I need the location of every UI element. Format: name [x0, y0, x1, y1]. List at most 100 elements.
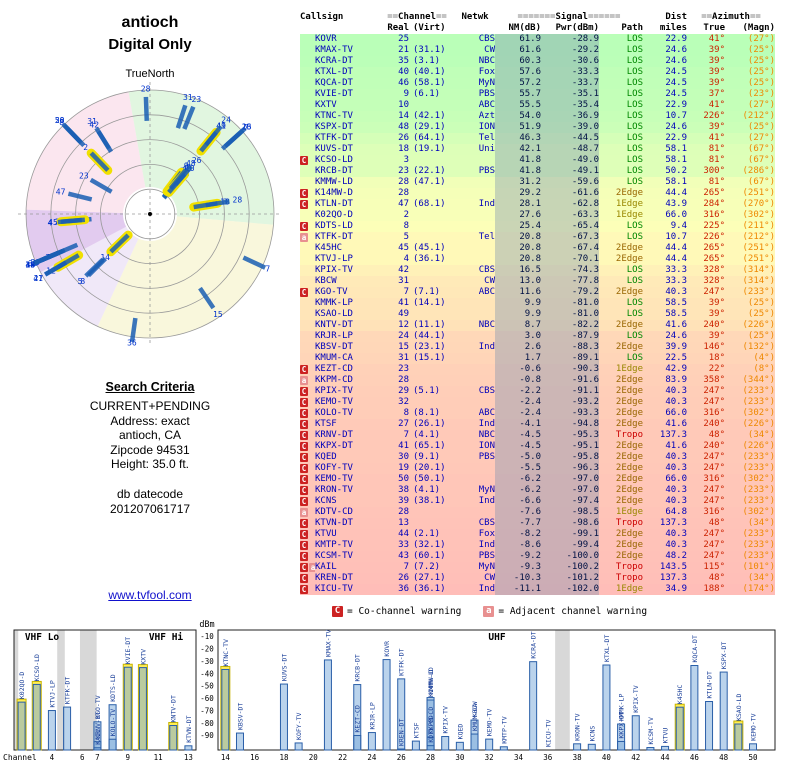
- noise-margin-value: -8.6: [495, 540, 541, 551]
- callsign-link[interactable]: KPIX-TV: [315, 265, 353, 275]
- distance-value: 39.9: [665, 342, 687, 352]
- callsign-link[interactable]: KUVS-DT: [315, 144, 353, 154]
- warning-badges: C: [300, 364, 315, 375]
- co-channel-warning-badge: C: [300, 189, 308, 198]
- callsign-link[interactable]: KQCA-DT: [315, 78, 353, 88]
- radar-spoke: [94, 126, 111, 150]
- azimuth-true-value: 225°: [703, 221, 725, 231]
- callsign-link[interactable]: KTXL-DT: [315, 67, 353, 77]
- callsign-link[interactable]: K02QO-D: [315, 210, 353, 220]
- callsign-link[interactable]: KREN-DT: [315, 573, 353, 583]
- callsign-link[interactable]: KTFK-DT: [315, 133, 353, 143]
- signal-bar: [573, 743, 582, 751]
- callsign-link[interactable]: KEMO-TV: [315, 397, 353, 407]
- callsign-link[interactable]: KCSO-LD: [315, 155, 353, 165]
- signal-bar: [617, 740, 626, 751]
- warning-badges: [300, 89, 315, 100]
- azimuth-true-value: 41°: [708, 133, 725, 143]
- noise-margin-value: 57.6: [495, 67, 541, 78]
- distance-value: 24.5: [665, 78, 687, 88]
- callsign-link[interactable]: KRNV-DT: [315, 430, 353, 440]
- channel-real: 28: [398, 507, 409, 517]
- co-channel-warning-badge: C: [300, 519, 308, 528]
- radar-ring: [124, 188, 176, 240]
- callsign-link[interactable]: K14MW-D: [315, 188, 353, 198]
- channel-real: 46: [398, 78, 409, 88]
- station-row: KSAO-LD 49 9.9 -81.0 LOS 58.5 39° (25°): [300, 309, 775, 320]
- callsign-link[interactable]: KVIE-DT: [315, 89, 353, 99]
- callsign-link[interactable]: KMAX-TV: [315, 45, 353, 55]
- callsign-link[interactable]: KEMO-TV: [315, 474, 353, 484]
- azimuth-magnetic-value: (8°): [753, 364, 775, 374]
- callsign-link[interactable]: KAIL: [315, 562, 337, 572]
- azimuth-magnetic-value: (25°): [747, 309, 775, 319]
- noise-margin-value: 55.5: [495, 100, 541, 111]
- callsign-link[interactable]: KTVU: [315, 529, 337, 539]
- callsign-link[interactable]: KEZT-CD: [315, 364, 353, 374]
- callsign-link[interactable]: KRCB-DT: [315, 166, 353, 176]
- callsign-link[interactable]: KCSM-TV: [315, 551, 353, 561]
- callsign-link[interactable]: KSAO-LD: [315, 309, 353, 319]
- callsign-link[interactable]: KCNS: [315, 496, 337, 506]
- distance-value: 50.2: [665, 166, 687, 176]
- radar-channel-number: 47: [56, 187, 66, 196]
- signal-bar: [602, 664, 611, 751]
- network-label: ABC: [478, 287, 495, 297]
- noise-margin-value: -4.1: [495, 419, 541, 430]
- signal-bar: [587, 743, 596, 751]
- azimuth-magnetic-value: (34°): [747, 430, 775, 440]
- azimuth-magnetic-value: (233°): [742, 397, 775, 407]
- callsign-link[interactable]: KBSV-DT: [315, 342, 353, 352]
- callsign-link[interactable]: KNTV-DT: [315, 320, 353, 330]
- network-label: [455, 254, 495, 265]
- callsign-link[interactable]: KTVN-DT: [315, 518, 353, 528]
- callsign-link[interactable]: K45HC: [315, 243, 343, 253]
- signal-bar: [108, 738, 117, 751]
- callsign-link[interactable]: KSPX-DT: [315, 122, 353, 132]
- callsign-link[interactable]: KQED: [315, 452, 337, 462]
- callsign-link[interactable]: KRON-TV: [315, 485, 353, 495]
- radar-spoke: [182, 105, 196, 130]
- azimuth-magnetic-value: (174°): [742, 584, 775, 594]
- channel-virtual: (7.1): [413, 287, 441, 297]
- noise-margin-value: 60.3: [495, 56, 541, 67]
- table-body: KOVR 25 CBS 61.9 -28.9 LOS 22.9 41° (27°) KMAX-TV…: [300, 34, 775, 595]
- channel-virtual: (7.2): [413, 562, 441, 572]
- tvfool-link[interactable]: www.tvfool.com: [108, 588, 192, 602]
- power-value: -91.1: [541, 386, 599, 397]
- power-value: -99.4: [541, 540, 599, 551]
- callsign-link[interactable]: KGO-TV: [315, 287, 348, 297]
- callsign-link[interactable]: KMUM-CA: [315, 353, 353, 363]
- callsign-link[interactable]: KBCW: [315, 276, 337, 286]
- radar-channel-number: 26: [242, 123, 252, 132]
- callsign-link[interactable]: KDTV-CD: [315, 507, 353, 517]
- azimuth-true-value: 265°: [703, 188, 725, 198]
- callsign-link[interactable]: KCRA-DT: [315, 56, 353, 66]
- callsign-link[interactable]: KICU-TV: [315, 584, 353, 594]
- callsign-link[interactable]: KTSF: [315, 419, 337, 429]
- callsign-link[interactable]: KMMW-LD: [315, 177, 353, 187]
- callsign-link[interactable]: KKPX-DT: [315, 441, 353, 451]
- azimuth-magnetic-value: (27°): [747, 34, 775, 44]
- header-signal-group: =======Signal======: [495, 12, 643, 23]
- azimuth-true-value: 39°: [708, 56, 725, 66]
- callsign-link[interactable]: KPIX-TV: [315, 386, 353, 396]
- callsign-link[interactable]: KTVJ-LP: [315, 254, 353, 264]
- azimuth-magnetic-value: (233°): [742, 452, 775, 462]
- callsign-link[interactable]: KXTV: [315, 100, 337, 110]
- search-criteria-line: antioch, CA: [118, 428, 182, 442]
- warning-badges: C: [300, 540, 315, 551]
- callsign-link[interactable]: KOLO-TV: [315, 408, 353, 418]
- callsign-link[interactable]: KMTP-TV: [315, 540, 353, 550]
- callsign-link[interactable]: KKPM-CD: [315, 375, 353, 385]
- callsign-link[interactable]: KOFY-TV: [315, 463, 353, 473]
- callsign-link[interactable]: KRJR-LP: [315, 331, 353, 341]
- callsign-link[interactable]: KDTS-LD: [315, 221, 353, 231]
- callsign-link[interactable]: KOVR: [315, 34, 337, 44]
- power-value: -93.3: [541, 408, 599, 419]
- network-label: [455, 243, 495, 254]
- callsign-link[interactable]: KTFK-DT: [315, 232, 353, 242]
- callsign-link[interactable]: KTLN-DT: [315, 199, 353, 209]
- callsign-link[interactable]: KTNC-TV: [315, 111, 353, 121]
- callsign-link[interactable]: KMMK-LP: [315, 298, 353, 308]
